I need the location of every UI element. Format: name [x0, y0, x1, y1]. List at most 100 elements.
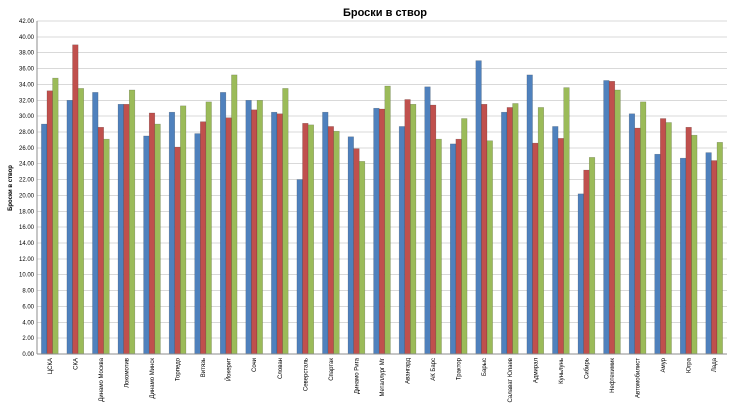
bar: [640, 101, 647, 355]
bar: [231, 74, 238, 355]
bar: [486, 140, 493, 355]
bar: [583, 169, 590, 355]
bar: [77, 88, 84, 355]
bar: [353, 148, 360, 355]
bar: [72, 44, 79, 355]
bar: [148, 112, 156, 355]
bar: [154, 123, 161, 355]
bar: [97, 126, 104, 355]
bar: [200, 121, 207, 355]
x-tick-label: Авангард: [406, 358, 412, 384]
x-tick-label: Югра: [687, 357, 693, 373]
bar: [603, 80, 610, 355]
bar: [347, 136, 354, 355]
y-tick-label: 36.00: [19, 67, 35, 73]
x-tick-label: Салават Юлаев: [508, 358, 514, 402]
bars: [41, 44, 723, 355]
x-tick-label: Амур: [661, 357, 667, 372]
bar: [143, 135, 150, 355]
x-tick-label: Торпедо: [176, 357, 182, 381]
y-tick-label: 2.00: [22, 336, 34, 342]
bar: [608, 81, 616, 355]
x-tick-label: Локомотив: [124, 358, 130, 388]
bar: [220, 92, 227, 355]
y-tick-label: 26.00: [19, 146, 35, 152]
bar: [512, 103, 519, 355]
bar: [296, 179, 303, 355]
x-tick-label: Сибирь: [584, 358, 590, 379]
bar: [665, 122, 672, 355]
y-tick-labels: 0.00 2.00 4.00 6.00 8.00 10.00 12.00 14.00 16.00…: [19, 19, 35, 358]
y-tick-label: 0.00: [22, 352, 34, 358]
y-tick-label: 24.00: [19, 162, 35, 168]
y-tick-label: 10.00: [19, 273, 35, 279]
bar: [501, 111, 508, 355]
bar: [52, 77, 59, 355]
axes: [36, 21, 727, 355]
x-tick-label: Спартак: [329, 358, 335, 381]
bar: [333, 130, 340, 355]
y-tick-label: 6.00: [22, 304, 34, 310]
y-tick-label: 8.00: [22, 289, 34, 295]
bar: [128, 89, 136, 355]
y-tick-label: 42.00: [19, 19, 35, 25]
bar: [588, 157, 596, 355]
bar: [398, 126, 406, 355]
bar: [424, 86, 431, 355]
y-tick-label: 30.00: [19, 114, 35, 120]
bar: [660, 118, 667, 355]
bar: [654, 153, 661, 355]
bar: [716, 142, 723, 355]
bar: [563, 87, 570, 355]
y-tick-label: 38.00: [19, 51, 35, 57]
bar: [271, 111, 278, 355]
bar: [404, 99, 411, 355]
bar: [46, 90, 53, 355]
bar: [322, 111, 329, 355]
x-tick-label: Автомобилист: [636, 358, 642, 398]
y-tick-label: 12.00: [19, 257, 35, 263]
bar: [251, 109, 258, 355]
bar: [506, 107, 513, 355]
y-tick-label: 32.00: [19, 98, 35, 104]
bar: [168, 111, 176, 355]
x-tick-label: Металлург Мг: [380, 357, 386, 396]
x-tick-label: Лада: [712, 357, 718, 372]
bar: [461, 118, 468, 355]
bar: [430, 104, 437, 355]
bar: [327, 126, 334, 355]
bar: [302, 123, 309, 355]
bar: [205, 101, 212, 355]
y-tick-label: 4.00: [22, 320, 34, 326]
bar: [552, 126, 559, 355]
bar: [577, 193, 584, 355]
x-tick-label: Слован: [278, 358, 284, 379]
x-tick-label: Динамо Минск: [150, 358, 156, 399]
bar: [557, 138, 564, 355]
bar: [194, 133, 201, 355]
bar: [307, 124, 314, 355]
x-tick-label: Динамо Москва: [99, 357, 105, 401]
bar: [705, 152, 712, 355]
bar: [92, 92, 99, 355]
bar: [225, 117, 232, 355]
bar: [481, 104, 488, 355]
x-tick-label: АК Барс: [431, 358, 437, 381]
x-tick-label: Йокерит: [225, 358, 233, 381]
bar: [410, 104, 417, 355]
y-tick-label: 18.00: [19, 209, 35, 215]
bar: [435, 138, 442, 355]
bar: [685, 126, 692, 355]
x-tick-labels: ЦСКА СКА Динамо Москва Локомотив Динамо Минс…: [48, 357, 718, 402]
y-tick-label: 14.00: [19, 241, 35, 247]
x-tick-label: Витязь: [201, 358, 207, 377]
bar: [384, 85, 391, 355]
bar: [41, 123, 48, 355]
bar: [256, 100, 263, 355]
x-tick-label: Нефтехимик: [610, 358, 616, 393]
y-tick-label: 28.00: [19, 130, 35, 136]
bar: [282, 88, 289, 355]
y-tick-label: 22.00: [19, 178, 35, 184]
bar: [66, 100, 73, 355]
